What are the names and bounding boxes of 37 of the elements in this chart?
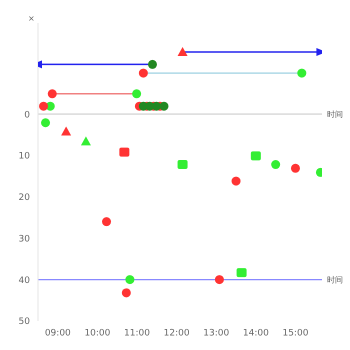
y-tick-label: 30 — [18, 234, 30, 244]
x-tick-label: 12:00 — [164, 328, 190, 338]
point — [125, 275, 134, 284]
point — [214, 275, 224, 284]
point — [178, 46, 188, 56]
y-axis-title: × — [28, 14, 35, 23]
x-tick-label: 11:00 — [124, 328, 150, 338]
point — [119, 148, 130, 157]
x-tick-label: 14:00 — [242, 328, 270, 338]
x-tick-label: 13:00 — [203, 328, 230, 338]
point — [250, 151, 261, 160]
point — [271, 160, 280, 170]
x-tick-label: 10:00 — [84, 328, 111, 338]
point — [61, 126, 72, 136]
point — [178, 160, 188, 170]
point — [297, 68, 306, 78]
point — [39, 102, 48, 111]
y-tick-label: 10 — [18, 152, 30, 162]
ref-line-label: 时间 — [327, 275, 343, 284]
point — [148, 60, 157, 69]
point — [41, 118, 50, 128]
point — [132, 89, 142, 98]
point — [138, 68, 148, 78]
point — [80, 136, 91, 146]
point — [102, 217, 112, 226]
ref-line-label: 时间 — [327, 110, 343, 119]
y-tick-label: 0 — [24, 110, 30, 120]
x-tick-label: 09:00 — [44, 328, 72, 338]
point — [48, 89, 57, 98]
y-tick-label: 40 — [18, 276, 30, 286]
point — [290, 164, 300, 173]
point — [122, 288, 131, 298]
point — [236, 268, 247, 278]
point — [232, 176, 241, 186]
y-tick-label: 20 — [18, 193, 30, 204]
x-tick-label: 15:00 — [282, 328, 309, 338]
y-tick-label: 50 — [18, 317, 30, 328]
